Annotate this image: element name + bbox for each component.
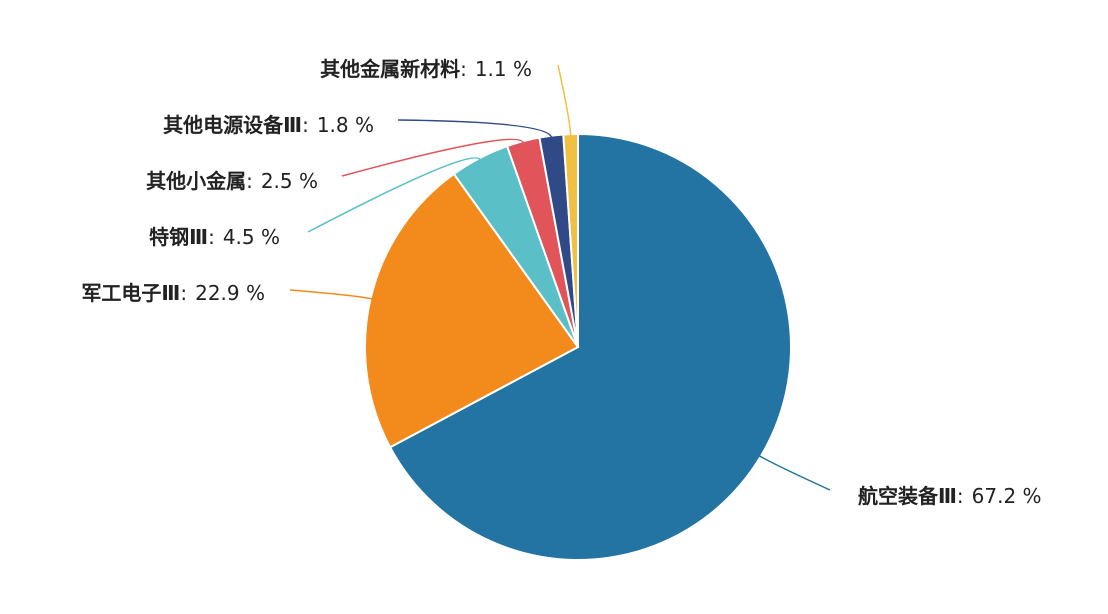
label-separator: :: [460, 57, 467, 81]
value-label: 1.8 %: [317, 113, 374, 137]
leader-line: [341, 138, 525, 177]
category-name: 其他小金属: [146, 169, 246, 193]
category-name: 特钢Ⅲ: [149, 225, 208, 249]
value-label: 2.5 %: [261, 169, 318, 193]
category-name: 其他电源设备Ⅲ: [163, 113, 302, 137]
label-separator: :: [208, 225, 215, 249]
leader-line: [397, 119, 553, 138]
slice-label: 军工电子Ⅲ: 22.9 %: [81, 281, 265, 305]
leader-line: [557, 64, 572, 137]
label-separator: :: [957, 484, 964, 508]
slice-label: 其他金属新材料: 1.1 %: [320, 57, 532, 81]
slice-label: 航空装备Ⅲ: 67.2 %: [858, 484, 1042, 508]
slice-label: 其他电源设备Ⅲ: 1.8 %: [163, 113, 374, 137]
leader-line: [758, 454, 831, 491]
label-separator: :: [180, 281, 187, 305]
value-label: 67.2 %: [972, 484, 1042, 508]
value-label: 4.5 %: [223, 225, 280, 249]
slice-label: 特钢Ⅲ: 4.5 %: [149, 225, 280, 249]
label-separator: :: [246, 169, 253, 193]
value-label: 1.1 %: [475, 57, 532, 81]
category-name: 军工电子Ⅲ: [81, 281, 180, 305]
category-name: 航空装备Ⅲ: [858, 484, 957, 508]
leader-line: [307, 157, 482, 233]
label-separator: :: [302, 113, 309, 137]
leader-line: [289, 289, 373, 300]
slice-label: 其他小金属: 2.5 %: [146, 169, 318, 193]
value-label: 22.9 %: [195, 281, 265, 305]
category-name: 其他金属新材料: [320, 57, 460, 81]
